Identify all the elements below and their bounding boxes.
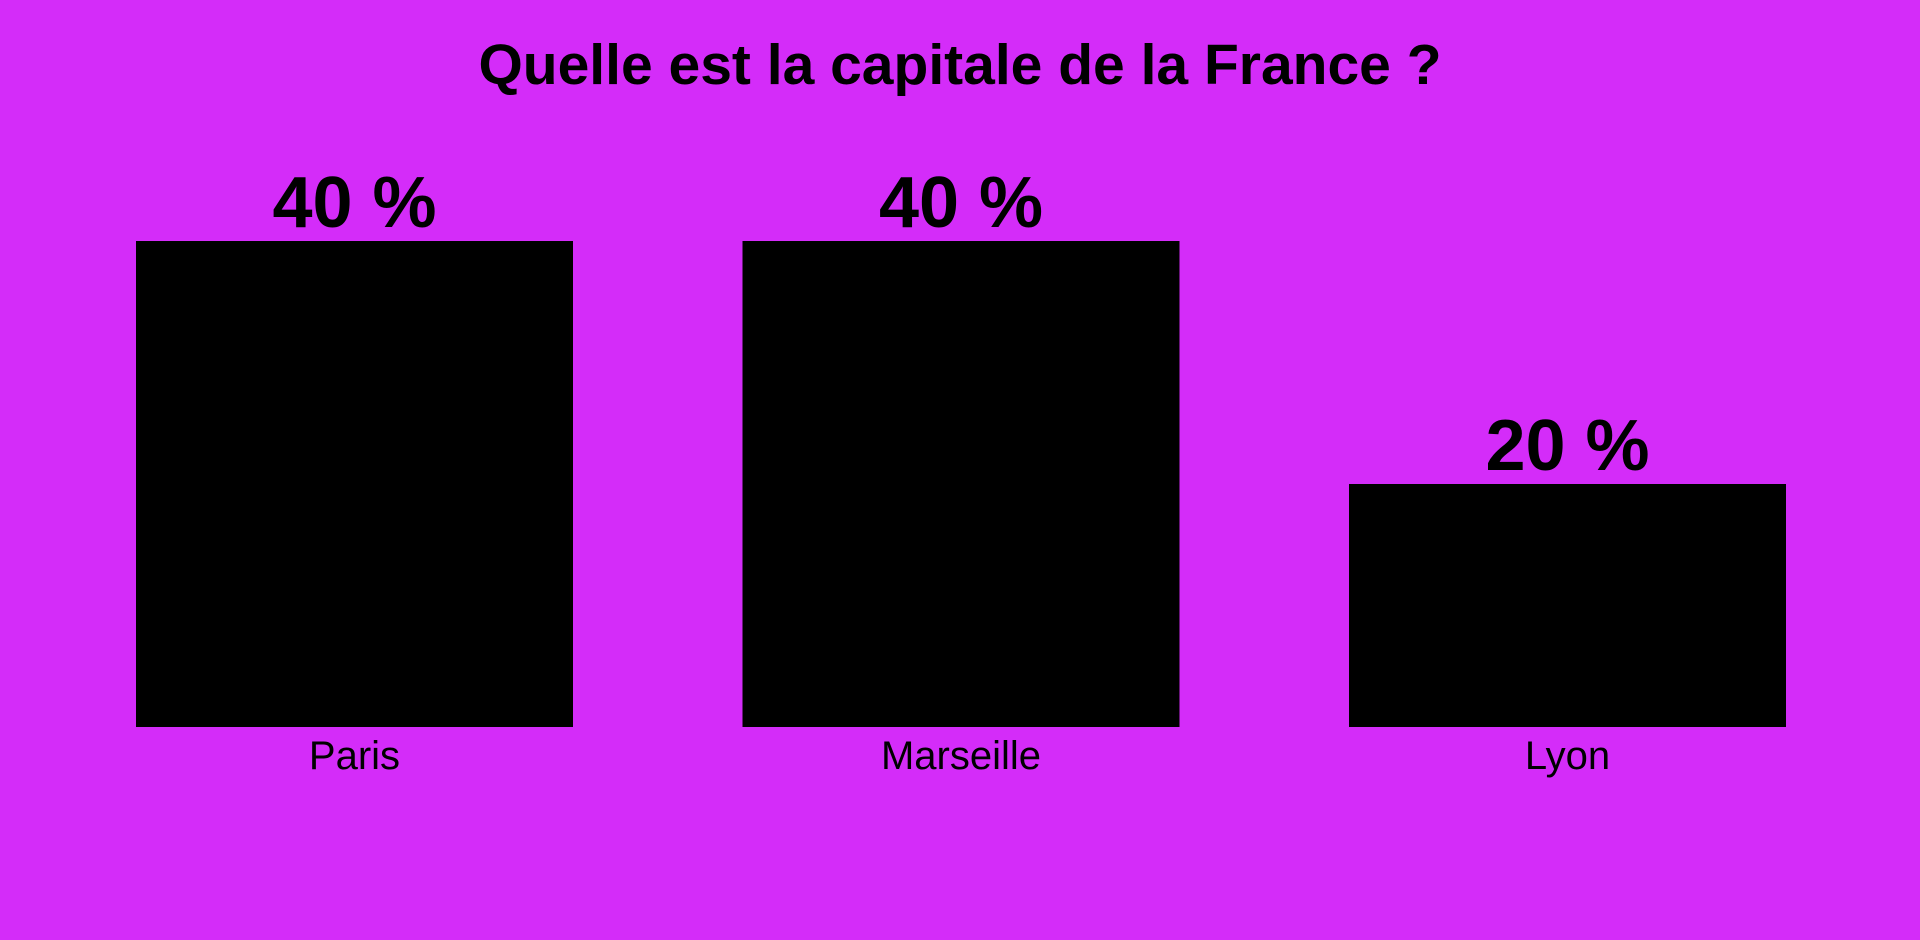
value-label: 40 % <box>272 163 436 243</box>
chart-title: Quelle est la capitale de la France ? <box>478 33 1441 97</box>
value-label: 20 % <box>1485 406 1649 486</box>
x-tick-label: Paris <box>309 734 400 778</box>
bar <box>742 241 1180 727</box>
bar <box>1349 484 1786 727</box>
value-label: 40 % <box>879 163 1043 243</box>
bar <box>136 241 573 727</box>
x-tick-label: Lyon <box>1525 734 1610 778</box>
x-tick-label: Marseille <box>881 734 1041 778</box>
